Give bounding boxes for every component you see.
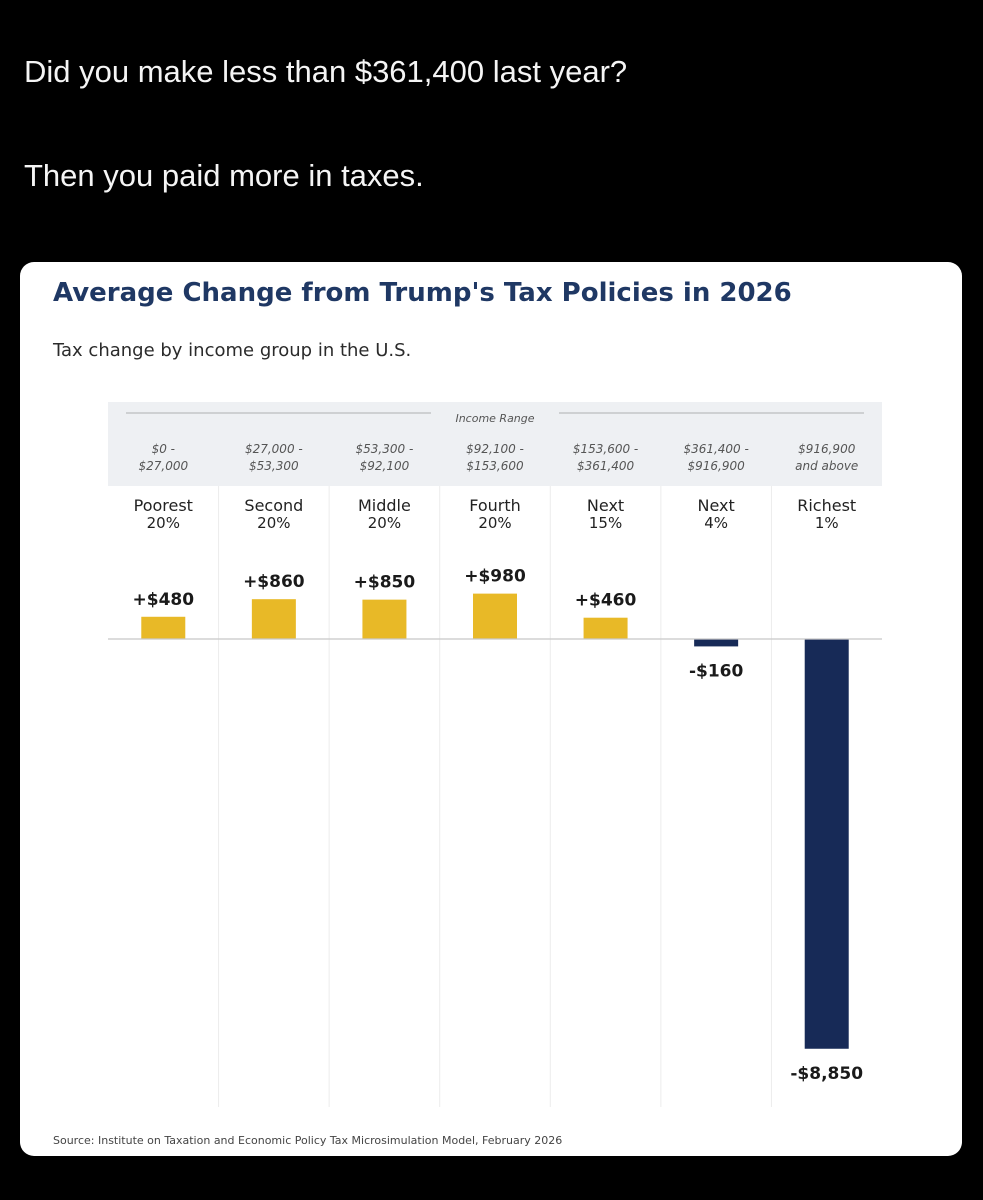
range-label: $361,400 - [683, 442, 748, 456]
group-label: Middle [358, 496, 411, 515]
group-label: 15% [589, 514, 622, 532]
group-label: Richest [797, 496, 856, 515]
range-label: $916,900 [798, 442, 856, 456]
range-label: $27,000 [138, 459, 188, 473]
group-label: Next [698, 496, 735, 515]
bar [473, 593, 517, 639]
group-label: Next [587, 496, 624, 515]
bar-chart: Income Range$0 -$27,000Poorest20%+$480$2… [108, 402, 882, 1107]
range-label: $916,900 [688, 459, 746, 473]
chart-subtitle: Tax change by income group in the U.S. [53, 340, 412, 361]
range-label: $27,000 - [245, 442, 303, 456]
header-band [108, 402, 882, 486]
range-label: $153,600 [466, 459, 524, 473]
range-label: $53,300 [249, 459, 299, 473]
value-label: +$480 [133, 590, 195, 610]
post-line-1: Did you make less than $361,400 last yea… [24, 54, 628, 89]
value-label: +$460 [575, 591, 637, 611]
group-label: 20% [478, 514, 511, 532]
chart-source: Source: Institute on Taxation and Econom… [53, 1134, 563, 1147]
bar [362, 599, 407, 639]
post-line-2: Then you paid more in taxes. [24, 158, 424, 193]
group-label: 1% [815, 514, 839, 532]
value-label: +$860 [243, 572, 305, 592]
group-label: Poorest [134, 496, 193, 515]
bar [804, 639, 849, 1049]
value-label: +$980 [464, 567, 526, 587]
range-label: and above [795, 459, 858, 473]
chart-title: Average Change from Trump's Tax Policies… [53, 278, 792, 308]
group-label: 4% [704, 514, 728, 532]
range-label: $0 - [152, 442, 175, 456]
group-label: 20% [147, 514, 180, 532]
bar [141, 616, 186, 639]
chart-card[interactable]: Average Change from Trump's Tax Policies… [20, 262, 962, 1156]
value-label: -$160 [689, 661, 744, 681]
group-label: 20% [368, 514, 401, 532]
group-label: 20% [257, 514, 290, 532]
range-label: $53,300 - [356, 442, 414, 456]
group-label: Second [244, 496, 303, 515]
range-label: $153,600 - [573, 442, 638, 456]
value-label: -$8,850 [790, 1064, 863, 1084]
bar [694, 639, 739, 647]
range-label: $361,400 [577, 459, 635, 473]
group-label: Fourth [469, 496, 521, 515]
header-label: Income Range [455, 412, 534, 425]
range-label: $92,100 [360, 459, 410, 473]
value-label: +$850 [354, 573, 416, 593]
post-text: Did you make less than $361,400 last yea… [24, 52, 954, 196]
bar [583, 617, 628, 639]
bar [251, 599, 296, 639]
range-label: $92,100 - [466, 442, 524, 456]
